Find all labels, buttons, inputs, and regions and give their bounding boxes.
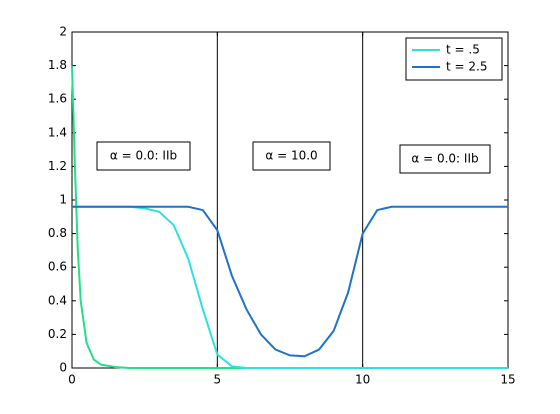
- y-tick-label: 1.8: [48, 58, 67, 72]
- annotation: α = 0.0: IIb: [110, 149, 177, 163]
- y-tick-label: 1.4: [48, 125, 67, 139]
- x-tick-label: 5: [214, 373, 222, 387]
- annotation-box: [252, 141, 331, 171]
- legend-label: t = 2.5: [446, 60, 487, 74]
- y-tick-label: 1: [59, 193, 67, 207]
- series-line: [72, 205, 508, 358]
- annotation-box: [399, 144, 491, 174]
- annotation: α = 0.0: IIb: [411, 152, 478, 166]
- y-tick-label: 1.6: [48, 92, 67, 106]
- annotation: α = 10.0: [265, 149, 317, 163]
- y-tick-label: 0.6: [48, 260, 67, 274]
- legend-box: [405, 37, 503, 81]
- y-tick-label: 0.4: [48, 293, 67, 307]
- y-tick-label: 0.2: [48, 327, 67, 341]
- y-tick-label: 2: [59, 25, 67, 39]
- x-tick-label: 0: [68, 373, 76, 387]
- x-tick-label: 10: [355, 373, 370, 387]
- annotation-box: [96, 141, 191, 171]
- y-tick-label: 1.2: [48, 159, 67, 173]
- y-tick-label: 0: [59, 361, 67, 375]
- legend-label: t = .5: [446, 43, 480, 57]
- y-tick-label: 0.8: [48, 226, 67, 240]
- plot-area: [71, 31, 509, 369]
- x-tick-label: 15: [500, 373, 515, 387]
